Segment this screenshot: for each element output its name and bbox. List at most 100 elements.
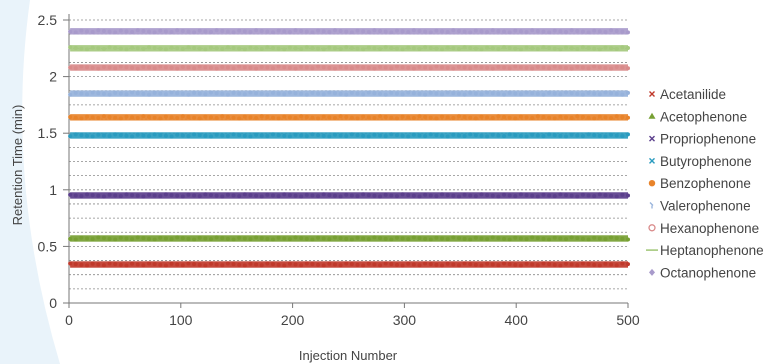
data-point xyxy=(265,29,270,34)
data-point xyxy=(355,194,360,199)
data-point xyxy=(580,134,585,139)
data-point xyxy=(518,92,523,97)
data-point xyxy=(564,115,569,120)
legend-label: Hexanophenone xyxy=(660,221,759,236)
data-point xyxy=(569,262,574,267)
data-point xyxy=(366,193,371,198)
legend-item: Valerophenone xyxy=(649,199,751,214)
y-tick-label: 1 xyxy=(49,182,57,198)
data-point xyxy=(124,47,129,52)
data-point xyxy=(208,45,213,50)
data-point xyxy=(304,115,309,120)
data-point xyxy=(197,262,202,267)
data-point xyxy=(118,46,123,51)
data-point xyxy=(468,262,473,267)
data-point xyxy=(383,261,388,266)
data-point xyxy=(614,194,619,199)
data-point xyxy=(85,29,90,34)
data-point xyxy=(468,30,473,35)
data-point xyxy=(530,66,535,71)
data-point xyxy=(423,29,428,34)
data-point xyxy=(237,235,242,240)
data-point xyxy=(225,92,230,97)
data-point xyxy=(569,193,574,198)
data-point xyxy=(597,263,602,268)
data-point xyxy=(310,90,315,95)
data-point xyxy=(220,64,225,69)
data-point xyxy=(609,262,614,267)
data-point xyxy=(242,192,247,197)
data-point xyxy=(445,65,450,70)
data-point xyxy=(220,194,225,199)
data-point xyxy=(327,261,332,266)
data-point xyxy=(423,65,428,70)
x-axis-ticks: 0 100 200 300 400 500 xyxy=(65,303,640,328)
data-point xyxy=(355,262,360,267)
data-point xyxy=(141,47,146,51)
data-point xyxy=(113,66,118,71)
data-point xyxy=(175,193,180,198)
data-point xyxy=(152,30,157,35)
data-point xyxy=(293,91,298,96)
legend-label: Octanophenone xyxy=(660,265,756,280)
legend-marker-x xyxy=(649,135,655,142)
data-point xyxy=(282,114,287,119)
data-point xyxy=(287,65,292,70)
data-point xyxy=(485,90,490,95)
data-point xyxy=(603,193,608,198)
series-band xyxy=(70,28,629,35)
data-point xyxy=(468,90,473,95)
series-band xyxy=(70,132,629,139)
data-point xyxy=(411,46,416,51)
data-point xyxy=(141,133,146,138)
data-point xyxy=(456,91,461,96)
data-point xyxy=(502,115,507,120)
data-point xyxy=(406,30,411,35)
data-point xyxy=(411,132,416,137)
data-point xyxy=(327,65,332,70)
data-point xyxy=(485,115,490,120)
data-point xyxy=(417,64,422,69)
data-point xyxy=(609,193,614,198)
data-point xyxy=(361,65,366,70)
series-band xyxy=(70,90,629,97)
data-point xyxy=(518,29,523,34)
data-point xyxy=(580,236,585,241)
data-point xyxy=(163,133,168,138)
data-point xyxy=(73,30,78,35)
legend-label: Acetanilide xyxy=(660,87,726,102)
series-layer xyxy=(68,28,630,268)
data-point xyxy=(355,133,360,138)
data-point xyxy=(107,261,112,266)
data-point xyxy=(130,134,135,139)
data-point xyxy=(79,116,84,121)
data-point xyxy=(389,262,394,267)
data-point xyxy=(513,91,518,96)
data-point xyxy=(242,29,247,34)
data-point xyxy=(383,45,388,50)
data-point xyxy=(406,115,411,120)
data-point xyxy=(502,236,507,241)
data-point xyxy=(85,192,90,197)
data-point xyxy=(259,47,264,51)
data-point xyxy=(451,193,456,198)
data-point xyxy=(496,114,501,119)
data-point xyxy=(440,47,445,52)
data-point xyxy=(101,133,106,138)
data-point xyxy=(603,65,608,70)
y-tick-label: 0 xyxy=(49,295,57,311)
data-point xyxy=(462,29,467,34)
data-point xyxy=(597,236,602,241)
data-point xyxy=(327,45,332,50)
data-point xyxy=(192,45,197,50)
data-point xyxy=(197,64,202,69)
data-point xyxy=(558,263,563,268)
data-point xyxy=(507,115,512,120)
data-point xyxy=(332,193,337,198)
data-point xyxy=(558,92,563,97)
data-point xyxy=(411,91,416,96)
data-point xyxy=(282,236,287,241)
data-point xyxy=(254,132,259,137)
data-point xyxy=(456,47,461,51)
data-point xyxy=(502,29,507,34)
